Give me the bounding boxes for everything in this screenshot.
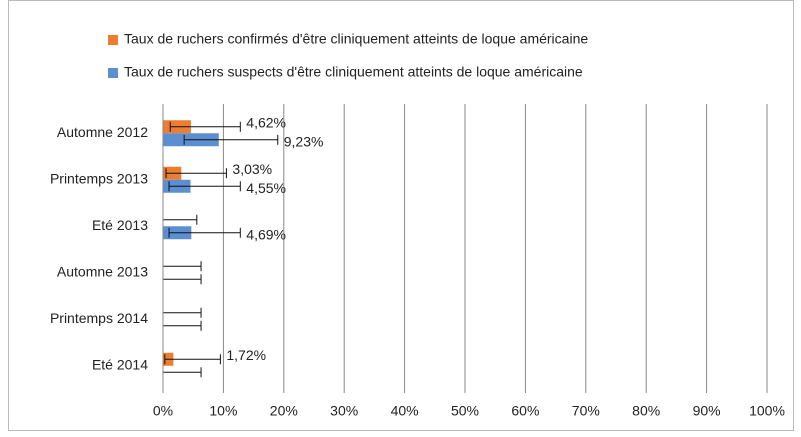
x-tick-label: 100% <box>749 403 785 419</box>
data-label: 4,55% <box>246 180 286 196</box>
y-tick-label: Automne 2012 <box>57 124 148 140</box>
error-bar <box>168 227 241 238</box>
error-bar <box>183 134 279 145</box>
error-bar <box>162 367 202 378</box>
chart-frame <box>8 0 794 431</box>
legend-swatch <box>108 35 118 45</box>
error-bar <box>168 181 241 192</box>
data-label: 3,03% <box>232 161 272 177</box>
legend-label: Taux de ruchers suspects d'être clinique… <box>124 64 583 80</box>
legend-label: Taux de ruchers confirmés d'être cliniqu… <box>124 31 588 47</box>
error-bar <box>162 214 198 225</box>
x-tick-label: 50% <box>451 403 479 419</box>
error-bar <box>169 121 241 132</box>
x-tick-label: 80% <box>632 403 660 419</box>
x-tick-label: 70% <box>572 403 600 419</box>
y-tick-label: Eté 2014 <box>92 356 148 372</box>
x-tick-label: 60% <box>511 403 539 419</box>
x-tick-label: 20% <box>270 403 298 419</box>
error-bar <box>162 320 202 331</box>
error-bar <box>162 274 202 285</box>
x-tick-label: 10% <box>209 403 237 419</box>
x-tick-label: 30% <box>330 403 358 419</box>
y-tick-label: Printemps 2014 <box>50 310 148 326</box>
error-bar <box>165 168 227 179</box>
x-tick-label: 90% <box>693 403 721 419</box>
error-bar <box>162 307 202 318</box>
x-tick-label: 40% <box>391 403 419 419</box>
x-tick-label: 0% <box>153 403 173 419</box>
data-label: 1,72% <box>226 347 266 363</box>
error-bar <box>162 261 202 272</box>
legend-swatch <box>108 68 118 78</box>
data-label: 4,62% <box>246 114 286 130</box>
y-tick-label: Printemps 2013 <box>50 170 148 186</box>
y-tick-label: Automne 2013 <box>57 263 148 279</box>
y-tick-label: Eté 2013 <box>92 217 148 233</box>
data-label: 4,69% <box>246 226 286 242</box>
data-label: 9,23% <box>284 133 324 149</box>
error-bar <box>164 354 221 365</box>
